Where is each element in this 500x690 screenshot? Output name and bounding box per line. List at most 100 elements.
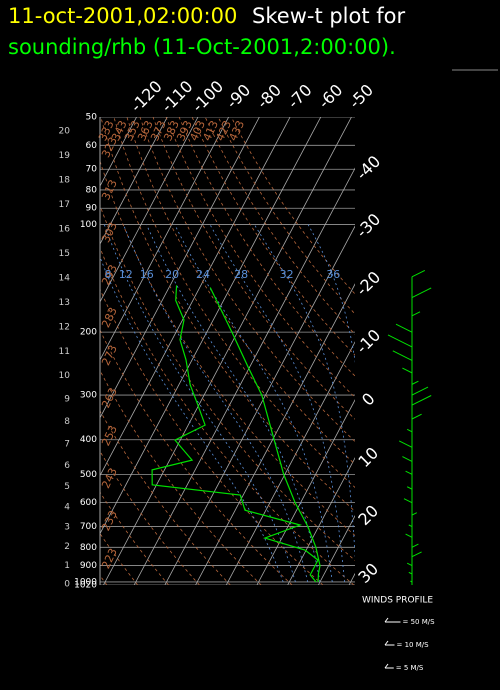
- height-label: 8: [64, 417, 70, 427]
- wind-stick: [411, 551, 422, 558]
- wind-stick: [402, 456, 413, 462]
- isotherm: [100, 117, 291, 477]
- title-time: 11-oct-2001,02:00:00: [8, 4, 237, 28]
- wind-stick: [405, 533, 413, 538]
- height-label: 10: [59, 371, 71, 381]
- dry-adiabat: [126, 117, 355, 465]
- wind-legend-label: = 5 M/S: [396, 664, 424, 672]
- height-label: 15: [59, 249, 70, 259]
- wind-stick: [392, 350, 413, 361]
- wind-stick: [405, 470, 413, 475]
- dry-adiabat: [165, 117, 355, 398]
- height-label: 0: [64, 579, 70, 589]
- pressure-label: 200: [80, 328, 97, 338]
- moist-adiabat-label: 28: [234, 268, 248, 281]
- pressure-label: 900: [80, 561, 97, 571]
- dry-adiabat: [100, 159, 355, 537]
- moist-adiabat-label: 36: [326, 268, 340, 281]
- pressure-label: 1000: [74, 577, 97, 587]
- isotherm: [100, 117, 168, 245]
- wind-stick: [406, 562, 413, 567]
- chart-title: Skew-t plot for: [252, 4, 405, 28]
- pressure-label: 500: [80, 470, 97, 480]
- pressure-label: 100: [80, 220, 97, 230]
- isotherm: [103, 117, 352, 585]
- height-label: 1: [64, 561, 70, 571]
- height-label: 16: [59, 224, 71, 234]
- wind-stick: [398, 440, 413, 448]
- wind-stick: [387, 334, 413, 348]
- isotherm: [100, 117, 199, 303]
- wind-stick: [411, 413, 422, 420]
- chart-subtitle: sounding/rhb (11-Oct-2001,2:00:00).: [8, 35, 396, 59]
- isotherm: [133, 167, 355, 585]
- height-label: 3: [64, 522, 70, 532]
- moist-adiabat-label: 8: [104, 268, 111, 281]
- wind-stick: [411, 512, 418, 516]
- wind-title: WINDS PROFILE: [362, 596, 433, 606]
- dry-adiabat: [100, 204, 355, 561]
- pressure-label: 80: [86, 185, 98, 195]
- wind-stick: [411, 386, 429, 396]
- wind-stick: [411, 269, 426, 278]
- wind-stick: [402, 367, 413, 374]
- wind-legend-barb: [384, 617, 389, 623]
- moist-adiabat: [100, 256, 284, 582]
- moist-adiabat: [146, 224, 321, 582]
- wind-stick: [406, 486, 413, 490]
- moist-adiabat-label: 12: [119, 268, 133, 281]
- moist-adiabat-label: 16: [140, 268, 154, 281]
- height-label: 7: [64, 439, 70, 449]
- isotherm: [164, 225, 355, 585]
- sounding-line: [209, 287, 321, 582]
- height-label: 9: [64, 394, 70, 404]
- plot-area: [100, 117, 355, 585]
- pressure-label: 70: [86, 165, 98, 175]
- isotherm: [195, 283, 355, 585]
- pressure-label: 60: [86, 141, 98, 151]
- wind-stick: [395, 323, 413, 333]
- pressure-label: 600: [80, 498, 97, 508]
- isotherm: [287, 457, 355, 585]
- isotherm: [100, 117, 260, 419]
- isotherm: [225, 341, 355, 585]
- height-label: 13: [59, 298, 70, 308]
- height-label: 12: [59, 322, 70, 332]
- wind-stick: [410, 580, 413, 583]
- wind-stick: [411, 543, 419, 548]
- height-label: 19: [59, 151, 71, 161]
- dry-adiabat: [191, 117, 355, 356]
- moist-adiabat: [103, 224, 296, 582]
- dry-adiabat: [100, 329, 293, 585]
- dry-adiabat: [100, 491, 169, 585]
- wind-legend-label: = 10 M/S: [397, 641, 430, 649]
- height-label: 11: [59, 347, 70, 357]
- wind-stick: [411, 395, 432, 406]
- wind-stick: [403, 498, 413, 504]
- wind-stick: [408, 571, 413, 575]
- dry-adiabat: [100, 410, 231, 585]
- height-label: 6: [64, 461, 70, 471]
- pressure-label: 50: [86, 113, 98, 123]
- pressure-label: 300: [80, 391, 97, 401]
- dry-adiabat: [100, 117, 355, 512]
- isotherm: [100, 117, 230, 361]
- moist-adiabat: [123, 224, 309, 582]
- height-label: 4: [64, 502, 70, 512]
- height-label: 14: [59, 273, 71, 283]
- height-label: 5: [64, 482, 70, 492]
- wind-stick: [411, 287, 432, 298]
- isotherm: [256, 399, 355, 585]
- height-label: 18: [59, 176, 71, 186]
- pressure-label: 1020: [74, 581, 97, 591]
- wind-legend-label: = 50 M/S: [403, 618, 436, 626]
- pressure-label: 700: [80, 522, 97, 532]
- moist-adiabat-label: 24: [196, 268, 210, 281]
- title-line: 11-oct-2001,02:00:00 Skew-t plot for: [8, 4, 406, 28]
- isotherm: [100, 117, 322, 535]
- moist-adiabat-label: 32: [280, 268, 294, 281]
- pressure-label: 90: [86, 204, 98, 214]
- wind-stick: [411, 380, 419, 385]
